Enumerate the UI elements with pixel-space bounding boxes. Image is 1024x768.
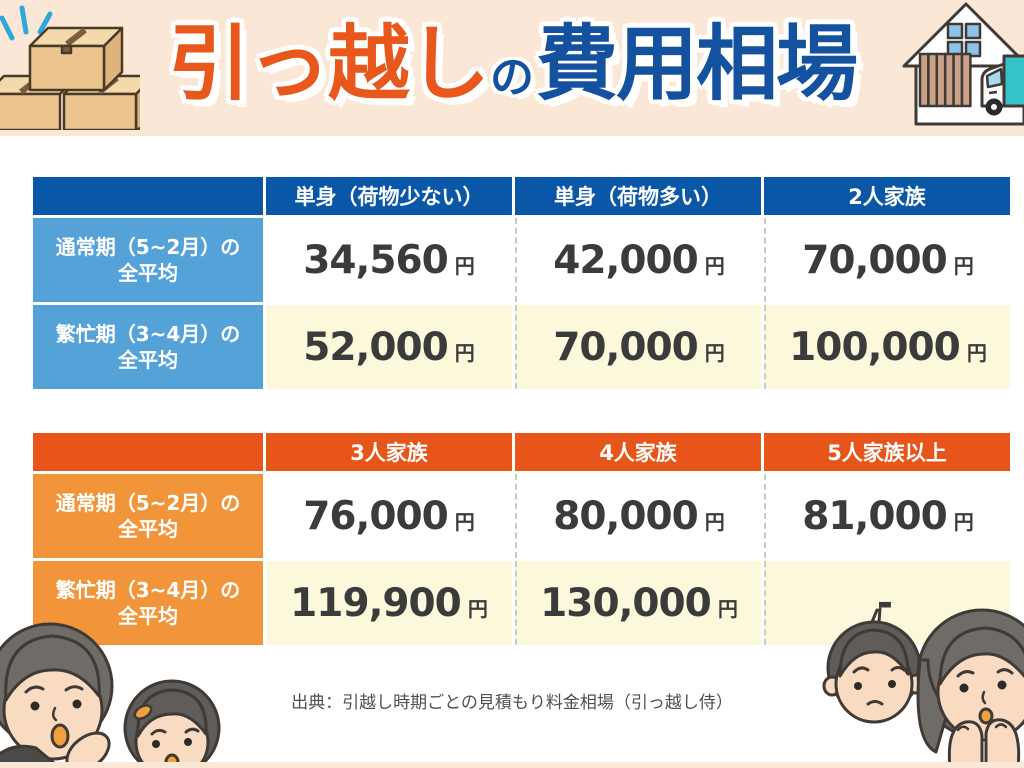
page-title: 引っ越し の 費用相場 xyxy=(0,0,1024,132)
price-cell: 80,000 円 xyxy=(515,474,761,558)
price-cell: 100,000 円 xyxy=(764,305,1010,389)
price-cell: 70,000 円 xyxy=(764,218,1010,302)
price-cell: 70,000 円 xyxy=(515,305,761,389)
table1-row-label-busy: 繁忙期（3~4月）の 全平均 xyxy=(33,305,263,389)
table1-col-header: 単身（荷物多い） xyxy=(515,177,761,215)
son-character xyxy=(822,607,926,724)
source-caption: 出典：引越し時期ごとの見積もり料金相場（引っ越し侍） xyxy=(291,693,733,713)
title-part-moving: 引っ越し xyxy=(167,17,490,112)
price-cell: 81,000 円 xyxy=(764,474,1010,558)
title-part-cost: 費用相場 xyxy=(536,17,858,112)
table2-row-label-busy: 繁忙期（3~4月）の 全平均 xyxy=(33,561,263,645)
pricing-table-single-couple: 単身（荷物少ない） 単身（荷物多い） 2人家族 通常期（5~2月）の 全平均 3… xyxy=(33,177,1010,389)
table2-row-label-normal: 通常期（5~2月）の 全平均 xyxy=(33,474,263,558)
father-character xyxy=(0,622,114,768)
house-and-truck-icon xyxy=(902,2,1024,126)
family-characters-left xyxy=(0,622,221,768)
family-characters-right xyxy=(822,607,1024,768)
daughter-character xyxy=(123,679,221,768)
moving-boxes-icon xyxy=(0,5,140,130)
table1-col-header: 単身（荷物少ない） xyxy=(266,177,512,215)
table2-col-header: 4人家族 xyxy=(515,433,761,471)
table2-corner-cell xyxy=(33,433,263,471)
table1-corner-cell xyxy=(33,177,263,215)
table1-row-label-normal: 通常期（5~2月）の 全平均 xyxy=(33,218,263,302)
table2-col-header: 3人家族 xyxy=(266,433,512,471)
price-cell: 76,000 円 xyxy=(266,474,512,558)
footer-band xyxy=(0,762,1024,768)
header-band xyxy=(0,0,1024,136)
price-cell: 42,000 円 xyxy=(515,218,761,302)
title-part-no: の xyxy=(490,52,534,103)
price-cell: 119,900 円 xyxy=(266,561,512,645)
table2-col-header: 5人家族以上 xyxy=(764,433,1010,471)
price-cell: 34,560 円 xyxy=(266,218,512,302)
mother-character xyxy=(916,608,1024,768)
table1-col-header: 2人家族 xyxy=(764,177,1010,215)
price-cell: 52,000 円 xyxy=(266,305,512,389)
price-cell: 130,000 円 xyxy=(515,561,761,645)
